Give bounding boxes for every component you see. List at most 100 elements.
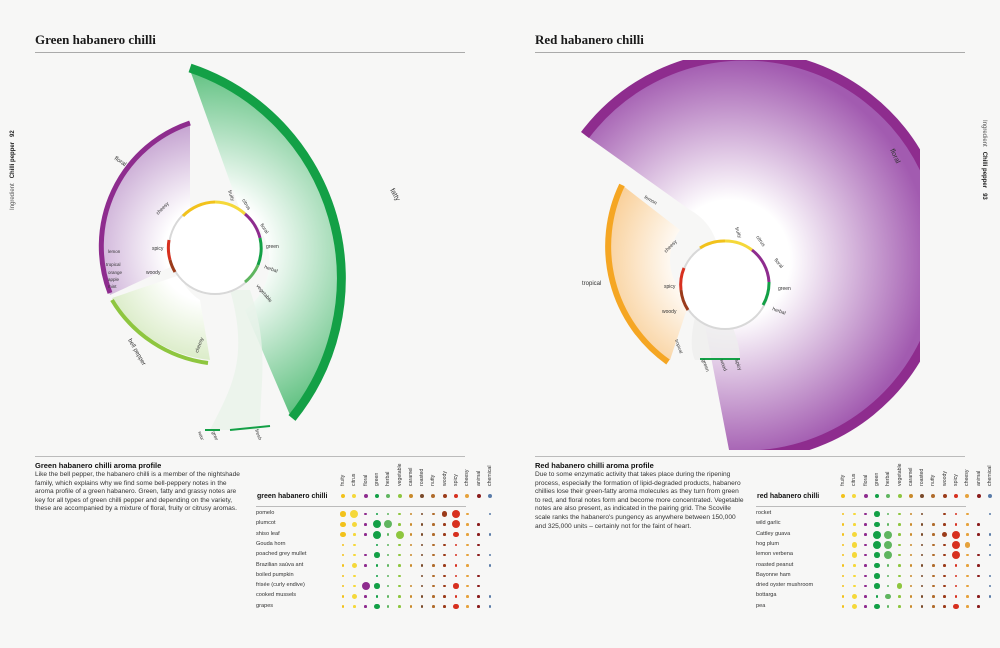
- grid-dot: [409, 564, 413, 567]
- grid-dot: [341, 553, 345, 557]
- grid-dot: [864, 574, 867, 578]
- grid-dot: [953, 603, 959, 610]
- grid-dot: [409, 523, 413, 526]
- grid-dot: [886, 605, 890, 608]
- grid-dot: [432, 584, 435, 588]
- grid-dot: [420, 523, 424, 526]
- grid-dot: [398, 543, 401, 547]
- grid-dot: [841, 553, 845, 557]
- column-header-woody: woody: [441, 471, 448, 486]
- red-inner-label-floral: floral: [772, 257, 784, 269]
- red-wheel-label-green: green: [700, 359, 710, 373]
- grid-dot: [454, 564, 458, 567]
- grid-dot: [954, 595, 958, 598]
- red-wheel-label-spicy: spicy: [733, 359, 743, 372]
- ring-floral: [243, 212, 262, 239]
- grid-dot: [954, 564, 958, 567]
- wheel-label-fatty: fatty: [388, 188, 401, 203]
- grid-dot: [420, 574, 424, 578]
- grid-dot: [353, 584, 356, 588]
- grid-dot: [864, 512, 867, 516]
- grid-dot: [420, 595, 424, 598]
- grid-dot: [420, 553, 424, 557]
- inner-label-lemon: lemon: [108, 249, 121, 254]
- grid-dot: [420, 564, 424, 567]
- grid-dot: [966, 553, 969, 557]
- grid-dot: [351, 521, 358, 528]
- grid-dot: [853, 523, 856, 526]
- grid-dot: [920, 564, 924, 567]
- red-ring-floral: [751, 248, 771, 283]
- grid-dot: [943, 584, 946, 588]
- bell-pepper-arc: [110, 298, 209, 365]
- grid-dot: [466, 533, 469, 536]
- grid-dot: [920, 533, 924, 536]
- grid-row-label: plumcot: [256, 520, 276, 527]
- header-dot-caramel: [408, 494, 413, 498]
- grid-dot: [966, 523, 969, 526]
- inner-label-citrus: citrus: [240, 198, 251, 212]
- grid-dot: [943, 574, 946, 578]
- grid-dot: [488, 512, 492, 516]
- grid-dot: [943, 564, 946, 567]
- grid-dot: [864, 595, 867, 598]
- column-header-floral: floral: [362, 474, 369, 486]
- red-wheel-label-wood: wood: [718, 359, 728, 372]
- header-dot-cheesy: [465, 494, 470, 498]
- header-dot-spicy: [954, 494, 958, 498]
- grid-dot: [886, 574, 890, 578]
- inner-label-apple: apple: [108, 277, 120, 282]
- red-ring-fruity: [699, 239, 726, 250]
- grid-dot: [853, 564, 856, 567]
- column-header-herbal: herbal: [385, 471, 392, 486]
- grid-dot: [886, 564, 890, 567]
- grid-dot: [851, 593, 858, 600]
- grid-row-label: Gouda horn: [256, 540, 286, 547]
- header-dot-woody: [942, 494, 947, 498]
- grid-dot: [375, 564, 379, 567]
- grid-dot: [966, 512, 969, 516]
- grid-dot: [443, 533, 446, 536]
- floral-arc: [98, 120, 191, 294]
- grid-dot: [841, 523, 845, 526]
- grid-dot: [898, 605, 901, 608]
- grid-dot: [488, 553, 492, 557]
- red-inner-label-spicy: spicy: [664, 284, 676, 290]
- grid-dot: [364, 533, 367, 536]
- grid-dot: [943, 553, 946, 557]
- grid-dot: [920, 543, 924, 547]
- grid-dot: [420, 533, 424, 536]
- grid-dot: [952, 530, 960, 539]
- grid-dot: [909, 523, 913, 526]
- grid-dot: [898, 523, 901, 526]
- column-header-fruity: fruity: [340, 474, 346, 486]
- grid-dot: [375, 574, 379, 578]
- grid-dot: [988, 553, 992, 557]
- profile-title-left: Green habanero chilli aroma profile: [35, 461, 162, 470]
- grid-dot: [841, 584, 845, 588]
- header-dot-herbal: [386, 494, 391, 498]
- column-header-fruity: fruity: [840, 474, 846, 486]
- grid-dot: [841, 595, 845, 598]
- grid-dot: [398, 564, 401, 567]
- grid-dot: [898, 533, 901, 536]
- grid-dot: [966, 533, 969, 536]
- fatty-arc: [188, 63, 346, 421]
- grid-dot: [954, 574, 958, 578]
- red-floral-arc: [581, 60, 920, 450]
- grid-dot: [443, 523, 446, 526]
- grid-dot: [898, 543, 901, 547]
- grid-dot: [420, 543, 424, 547]
- grid-dot: [351, 593, 358, 600]
- header-dot-roasted: [920, 494, 925, 498]
- grid-dot: [409, 584, 413, 588]
- grid-dot: [398, 512, 401, 516]
- grid-dot: [875, 595, 879, 598]
- grid-row-label: hog plum: [756, 540, 780, 547]
- grid-dot: [988, 533, 992, 536]
- grid-dot: [398, 523, 401, 526]
- profile-body-left: Like the bell pepper, the habanero chill…: [35, 471, 240, 513]
- grid-dot: [851, 552, 858, 558]
- column-header-citrus: citrus: [351, 473, 358, 486]
- grid-dot: [864, 523, 867, 526]
